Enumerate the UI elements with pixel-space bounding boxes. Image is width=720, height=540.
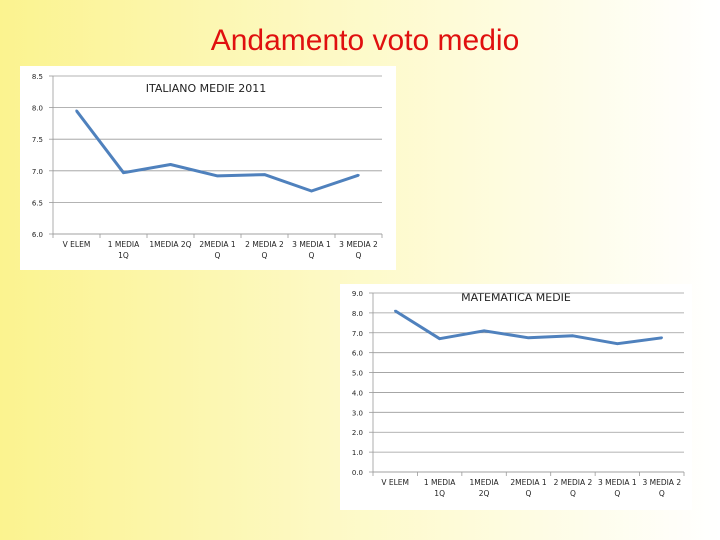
data-point — [438, 337, 441, 340]
x-tick-label: Q — [356, 251, 362, 260]
data-point — [482, 329, 486, 332]
x-tick-label: Q — [215, 251, 221, 260]
data-point — [394, 309, 397, 313]
x-tick-label: 3 MEDIA 1 — [598, 478, 637, 487]
x-tick-label: 1 MEDIA — [108, 240, 140, 249]
x-tick-label: 1MEDIA — [470, 478, 500, 487]
x-tick-label: Q — [309, 251, 315, 260]
x-tick-label: 2Q — [479, 489, 490, 498]
data-point — [169, 163, 172, 166]
x-tick-label: Q — [659, 489, 665, 498]
y-tick-label: 7.0 — [352, 330, 363, 338]
data-point — [263, 173, 266, 176]
y-tick-label: 2.0 — [352, 429, 363, 437]
y-tick-label: 9.0 — [352, 290, 363, 298]
y-tick-label: 7.0 — [32, 168, 43, 176]
x-tick-label: V ELEM — [381, 478, 409, 487]
data-point — [571, 334, 575, 337]
y-tick-label: 8.5 — [32, 73, 43, 81]
x-tick-label: 2 MEDIA 2 — [554, 478, 593, 487]
y-tick-label: 1.0 — [352, 449, 363, 457]
data-point — [310, 189, 313, 193]
x-tick-label: 2MEDIA 1 — [510, 478, 546, 487]
y-tick-label: 6.0 — [32, 231, 43, 239]
chart-matematica: MATEMATICA MEDIE 0.0 1.0 2.0 3.0 4.0 5.0 6.0 7.0… — [340, 284, 692, 510]
x-tick-label: 1MEDIA 2Q — [149, 240, 191, 249]
y-tick-label: 8.0 — [32, 105, 43, 113]
x-tick-label: 3 MEDIA 2 — [642, 478, 681, 487]
series-line — [75, 109, 359, 193]
y-tick-label: 6.0 — [352, 350, 363, 358]
data-point — [616, 342, 619, 345]
x-tick-label: 3 MEDIA 1 — [292, 240, 331, 249]
data-point — [216, 174, 219, 178]
slide-title: Andamento voto medio — [210, 24, 520, 57]
x-tick-label: 1Q — [434, 489, 445, 498]
x-tick-label: Q — [614, 489, 620, 498]
chart-title: MATEMATICA MEDIE — [461, 291, 571, 304]
data-point — [75, 109, 78, 112]
x-tick-label: 2 MEDIA 2 — [245, 240, 284, 249]
x-tick-label: Q — [570, 489, 576, 498]
chart-italiano: ITALIANO MEDIE 2011 6.0 6.5 7.0 7.5 8.0 8.5 V E… — [20, 66, 396, 270]
data-point — [357, 174, 360, 177]
data-point — [527, 336, 530, 339]
y-tick-label: 8.0 — [352, 310, 363, 318]
x-tick-label: 3 MEDIA 2 — [339, 240, 378, 249]
y-tick-label: 0.0 — [352, 469, 363, 477]
chart-title: ITALIANO MEDIE 2011 — [146, 82, 267, 95]
y-tick-label: 4.0 — [352, 389, 363, 397]
data-point — [660, 336, 663, 339]
x-tick-label: V ELEM — [63, 240, 91, 249]
chart-matematica-svg: MATEMATICA MEDIE 0.0 1.0 2.0 3.0 4.0 5.0 6.0 7.0… — [352, 290, 685, 498]
y-tick-label: 5.0 — [352, 370, 363, 378]
x-tick-label: 1 MEDIA — [424, 478, 456, 487]
y-tick-label: 7.5 — [32, 136, 43, 144]
x-tick-label: Q — [262, 251, 268, 260]
data-point — [122, 171, 125, 174]
y-tick-label: 6.5 — [32, 199, 43, 207]
x-tick-label: 1Q — [118, 251, 129, 260]
x-tick-label: 2MEDIA 1 — [199, 240, 235, 249]
x-tick-label: Q — [526, 489, 532, 498]
y-tick-label: 3.0 — [352, 409, 363, 417]
chart-italiano-svg: ITALIANO MEDIE 2011 6.0 6.5 7.0 7.5 8.0 8.5 V E… — [32, 73, 383, 260]
